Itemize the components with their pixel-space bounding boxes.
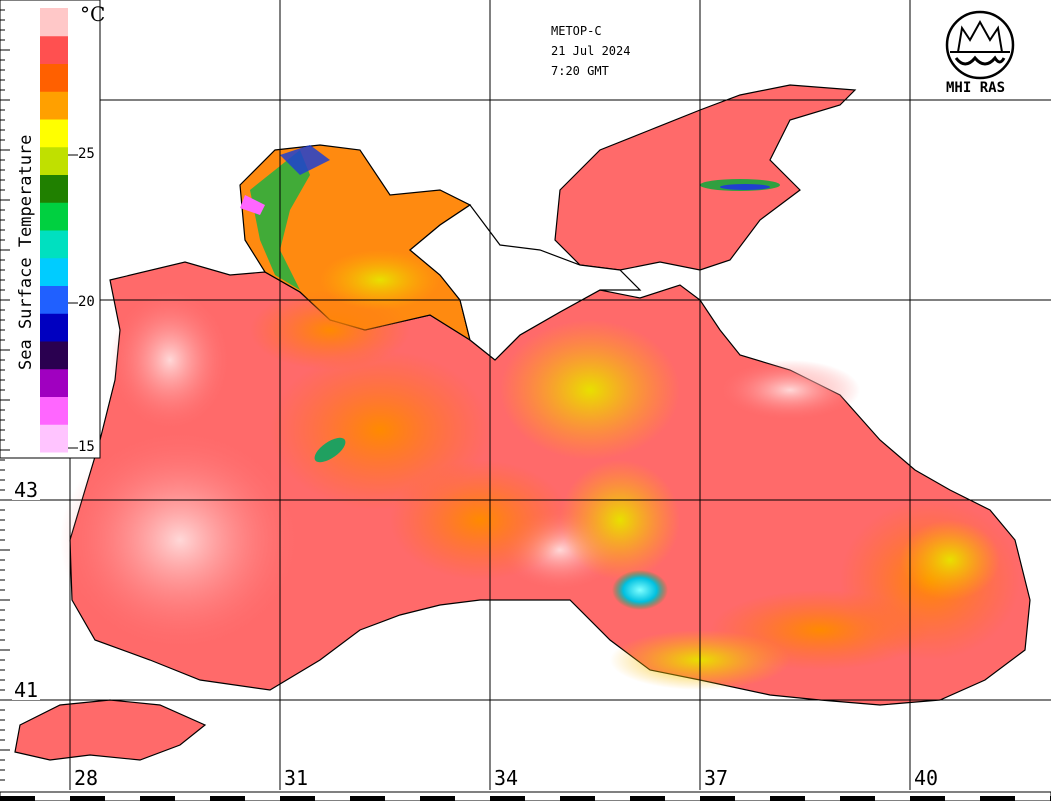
colorbar-swatch — [40, 230, 68, 259]
sea-of-azov — [554, 84, 857, 271]
colorbar-swatch — [40, 202, 68, 231]
colorbar-unit: °C — [80, 2, 106, 26]
colorbar-tick-25: 25 — [78, 146, 95, 162]
ruler-segment — [210, 796, 245, 801]
ruler-segment — [980, 796, 1015, 801]
colorbar-swatch — [40, 257, 68, 286]
ruler-bar — [0, 791, 1051, 801]
ruler-segment — [840, 796, 875, 801]
crimea — [409, 204, 642, 361]
colorbar-swatch — [40, 8, 68, 37]
colorbar-swatch — [40, 313, 68, 342]
ruler-segment — [770, 796, 805, 801]
acquisition-time: 7:20 GMT — [551, 64, 609, 78]
ruler-segment — [910, 796, 945, 801]
longitude-label-31: 31 — [284, 766, 309, 790]
colorbar-swatch — [40, 396, 68, 425]
acquisition-date: 21 Jul 2024 — [551, 44, 631, 58]
ruler-segment — [70, 796, 105, 801]
colorbar-swatch — [40, 146, 68, 175]
longitude-label-40: 40 — [914, 766, 939, 790]
latitude-label-43: 43 — [12, 478, 41, 502]
colorbar-swatch — [40, 91, 68, 120]
colorbar-swatch — [40, 35, 68, 64]
ruler-segment — [140, 796, 175, 801]
longitude-label-28: 28 — [74, 766, 99, 790]
longitude-label-37: 37 — [704, 766, 729, 790]
ruler-segment — [350, 796, 385, 801]
sea-of-marmara — [14, 699, 207, 761]
colorbar-tick-15: 15 — [78, 439, 95, 455]
mhi-ras-logo — [945, 10, 1015, 80]
logo-text: MHI RAS — [946, 80, 1006, 96]
left-ruler — [0, 0, 10, 781]
bottom-ruler — [0, 791, 1051, 801]
colorbar-swatch — [40, 368, 68, 397]
ruler-segment — [630, 796, 665, 801]
colorbar-swatch — [40, 341, 68, 370]
colorbar-tick-20: 20 — [78, 294, 95, 310]
colorbar-swatch — [40, 63, 68, 92]
ruler-segment — [490, 796, 525, 801]
colorbar — [0, 0, 101, 459]
longitude-label-34: 34 — [494, 766, 519, 790]
ruler-segment — [700, 796, 735, 801]
sst-pattern — [60, 145, 1020, 690]
satellite-name: METOP-C — [551, 24, 602, 38]
colorbar-swatch — [40, 174, 68, 203]
ruler-segment — [420, 796, 455, 801]
colorbar-swatch — [40, 285, 68, 314]
colorbar-swatch — [40, 119, 68, 148]
ruler-segment — [560, 796, 595, 801]
colorbar-swatch — [40, 424, 68, 453]
ruler-segment — [0, 796, 35, 801]
colorbar-title: Sea Surface Temperature — [16, 134, 36, 370]
latitude-label-41: 41 — [12, 678, 41, 702]
ruler-segment — [280, 796, 315, 801]
